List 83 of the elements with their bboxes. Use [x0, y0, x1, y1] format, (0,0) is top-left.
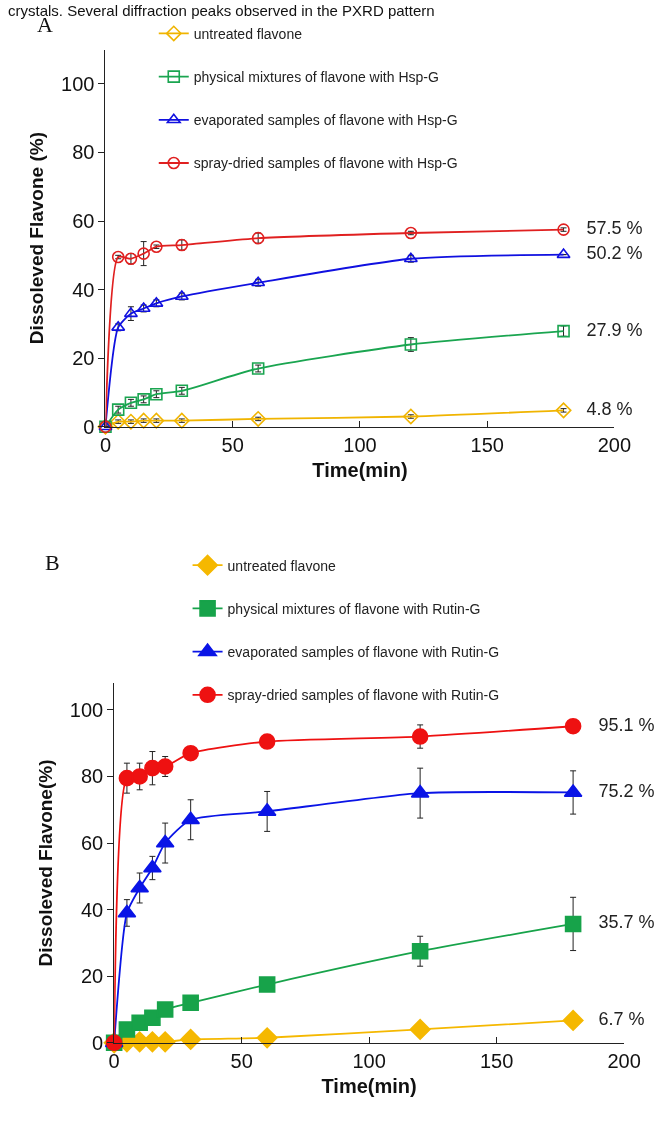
point — [122, 413, 139, 430]
point — [555, 402, 572, 419]
point — [110, 413, 127, 430]
x-tick-label: 150 — [470, 433, 504, 456]
x-tick-label: 50 — [230, 1049, 253, 1072]
point — [562, 1009, 584, 1032]
legend-label: spray-dried samples of flavone with Hsp-G — [193, 155, 458, 172]
y-tick-label: 20 — [80, 965, 104, 988]
point — [142, 859, 162, 873]
y-tick-label: 60 — [72, 210, 95, 233]
data-label: 6.7 % — [583, 1008, 645, 1029]
x-axis-title: Time(min) — [321, 1075, 417, 1098]
point — [150, 240, 163, 254]
point — [156, 1001, 174, 1018]
point — [403, 252, 418, 263]
legend-label: evaporated samples of flavone with Hsp-G — [193, 112, 458, 129]
y-tick-label: 0 — [83, 415, 95, 438]
data-label: 35.7 % — [583, 912, 655, 933]
point — [130, 879, 150, 893]
y-tick-label: 80 — [72, 141, 95, 164]
point — [411, 728, 429, 745]
point — [131, 768, 148, 785]
data-label: 75.2 % — [583, 780, 655, 801]
x-tick-label: 150 — [479, 1049, 514, 1072]
point — [136, 302, 151, 313]
data-label: 95.1 % — [583, 714, 655, 735]
point — [174, 290, 189, 301]
point — [402, 408, 419, 425]
point — [135, 412, 152, 429]
y-tick-label: 100 — [69, 698, 104, 721]
point — [182, 744, 199, 762]
legend-label: untreated flavone — [193, 25, 303, 42]
text: crystals. Several diffraction peaks observed in the PXRD pattern — [8, 2, 435, 19]
point — [564, 915, 582, 933]
point — [137, 247, 150, 260]
x-tick-label: 200 — [607, 1049, 641, 1072]
legend-label: physical mixtures of flavone with Hsp-G — [193, 69, 439, 86]
y-tick-label: 60 — [80, 832, 104, 855]
point — [404, 226, 418, 240]
x-tick-label: 100 — [352, 1049, 386, 1072]
point — [155, 834, 175, 848]
point — [557, 223, 570, 236]
point — [563, 784, 583, 798]
data-label: 57.5 % — [571, 218, 643, 239]
point — [117, 904, 137, 918]
point — [148, 412, 165, 429]
y-tick-label: 0 — [92, 1031, 104, 1054]
y-tick-label: 80 — [80, 765, 104, 788]
x-axis-title: Time(min) — [312, 459, 408, 482]
point — [410, 784, 430, 798]
data-label: 27.9 % — [571, 319, 643, 340]
point — [250, 410, 267, 427]
legend-label: evaporated samples of flavone with Rutin-G — [227, 644, 500, 661]
y-tick-label: 100 — [61, 72, 95, 95]
legend-label: spray-dried samples of flavone with Rutin-G — [227, 687, 500, 704]
legend-label: untreated flavone — [227, 557, 336, 574]
x-tick-label: 50 — [221, 433, 244, 456]
point — [182, 994, 199, 1012]
x-tick-label: 100 — [343, 433, 377, 456]
y-tick-label: 40 — [80, 898, 104, 921]
y-tick-label: 20 — [72, 347, 95, 370]
y-tick-label: 40 — [72, 278, 95, 301]
point — [409, 1018, 431, 1040]
point — [180, 1028, 202, 1050]
point — [411, 942, 429, 960]
point — [111, 250, 125, 264]
data-label: 50.2 % — [571, 243, 643, 264]
point — [251, 276, 266, 287]
point — [258, 733, 276, 750]
point — [156, 758, 174, 775]
data-label: 4.8 % — [571, 398, 633, 419]
x-tick-label: 200 — [597, 433, 632, 456]
point — [173, 412, 190, 429]
point — [258, 976, 276, 993]
point — [256, 1027, 278, 1049]
legend-label: physical mixtures of flavone with Rutin-G — [227, 600, 481, 617]
x-tick-label: 0 — [108, 1049, 120, 1072]
point — [181, 811, 201, 825]
point — [564, 717, 582, 735]
y-axis-title: Dissoleved Flavone (%) — [25, 132, 47, 345]
chart-title: B — [45, 550, 60, 575]
point — [556, 248, 571, 259]
y-axis-title: Dissoleved Flavone(%) — [34, 759, 56, 967]
